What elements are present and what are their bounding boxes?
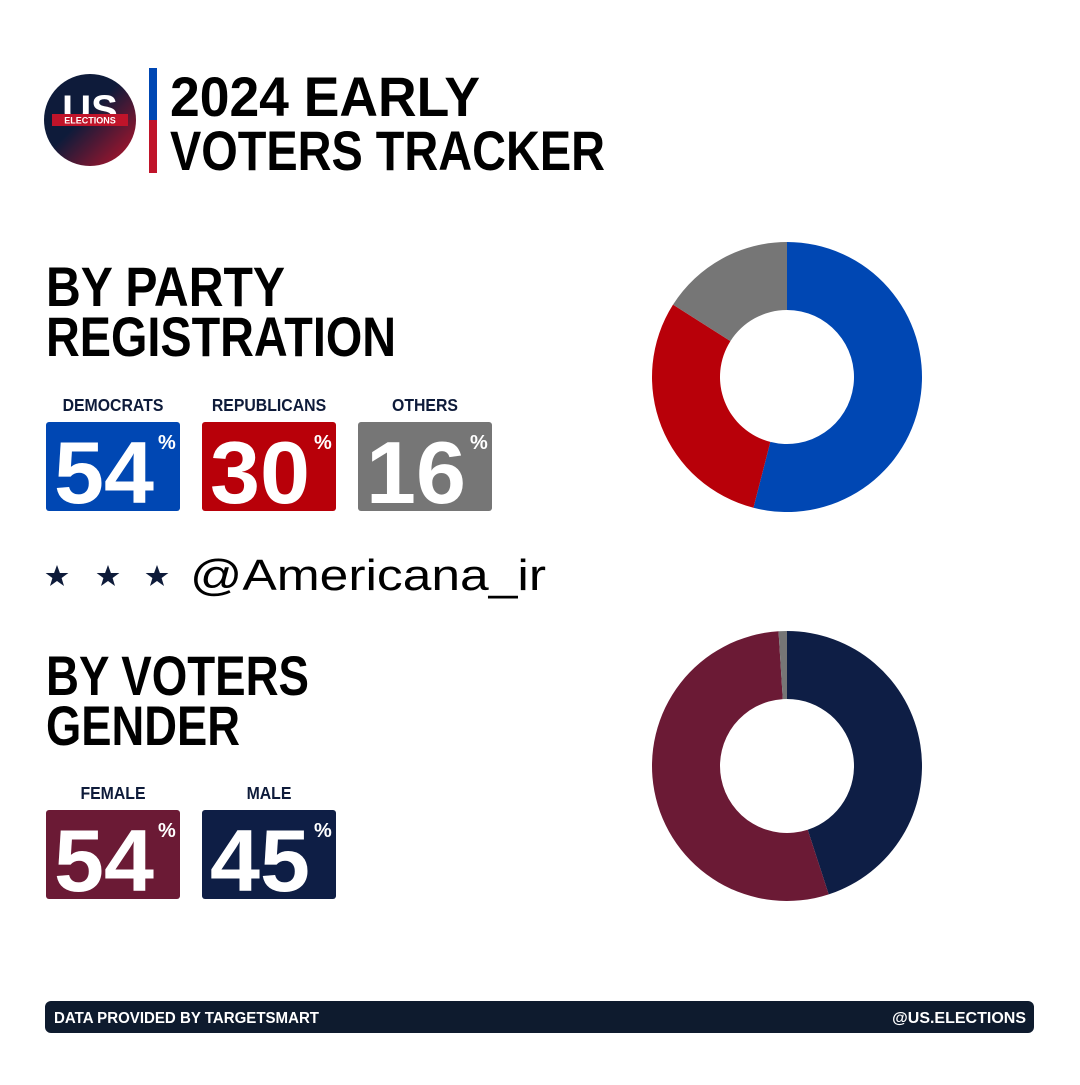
footer-bar	[45, 1001, 1034, 1033]
logo-band	[52, 114, 128, 126]
footer: DATA PROVIDED BY TARGETSMART @US.ELECTIO…	[45, 1001, 1034, 1033]
unit-label: %	[158, 820, 176, 842]
value-label: 30	[210, 423, 310, 522]
section-title: BY PARTY	[46, 255, 285, 318]
value-label: 54	[54, 423, 154, 522]
accent-bar-top	[149, 68, 157, 120]
pie-slice	[652, 631, 829, 901]
footer-source: DATA PROVIDED BY TARGETSMART	[54, 1010, 319, 1027]
unit-label: %	[314, 432, 332, 454]
unit-label: %	[158, 432, 176, 454]
value-box	[46, 810, 180, 899]
footer-handle: @US.ELECTIONS	[892, 1010, 1026, 1027]
value-box	[46, 422, 180, 511]
pie-slice	[778, 631, 787, 700]
category-label: OTHERS	[392, 395, 458, 415]
star	[145, 565, 169, 586]
watermark: @Americana_ir	[45, 551, 546, 600]
logo: US ELECTIONS	[44, 74, 136, 166]
pie-slice	[652, 304, 771, 508]
section-title: BY VOTERS	[46, 644, 309, 707]
title-line: 2024 EARLY	[170, 65, 480, 128]
accent-bar-bottom	[149, 120, 157, 173]
category-label: DEMOCRATS	[63, 395, 164, 415]
pie-slice	[753, 242, 922, 512]
star	[45, 565, 69, 586]
watermark-text: @Americana_ir	[190, 551, 546, 600]
value-label: 45	[210, 811, 310, 910]
pie-slice	[673, 242, 787, 342]
unit-label: %	[470, 432, 488, 454]
category-label: FEMALE	[80, 783, 145, 803]
section-title: GENDER	[46, 694, 240, 757]
value-label: 16	[366, 423, 466, 522]
logo-sub: ELECTIONS	[64, 116, 116, 126]
star	[96, 565, 120, 586]
value-box	[358, 422, 492, 511]
value-label: 54	[54, 811, 154, 910]
category-label: REPUBLICANS	[212, 395, 326, 415]
section-title: REGISTRATION	[46, 305, 396, 368]
unit-label: %	[314, 820, 332, 842]
value-box	[202, 422, 336, 511]
value-box	[202, 810, 336, 899]
category-label: MALE	[247, 783, 292, 803]
pie-slice	[787, 631, 922, 895]
title-line: VOTERS TRACKER	[170, 119, 605, 182]
